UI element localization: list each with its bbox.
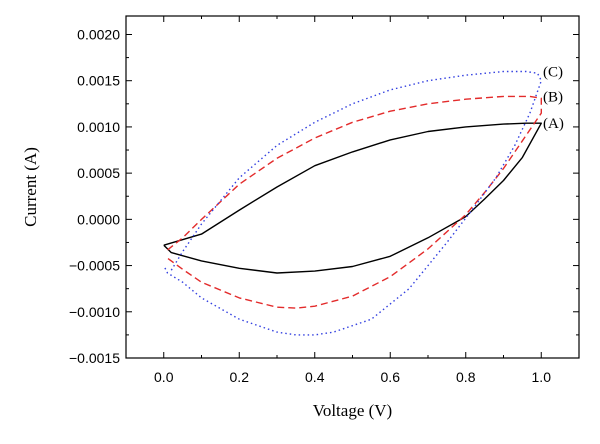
series-line-b xyxy=(167,95,542,309)
x-tick-label: 0.8 xyxy=(456,369,476,385)
y-axis-title: Current (A) xyxy=(21,147,40,227)
y-tick-label: −0.0010 xyxy=(69,304,120,320)
y-tick-label: 0.0015 xyxy=(77,73,120,89)
y-tick-label: 0.0005 xyxy=(77,165,120,181)
plot-frame xyxy=(125,15,580,359)
series-label-b: (B) xyxy=(543,89,563,105)
series-label-c: (C) xyxy=(543,64,563,80)
x-tick-label: 0.2 xyxy=(230,369,250,385)
y-tick-label: 0.0010 xyxy=(77,119,120,135)
series-line-c xyxy=(163,70,542,336)
series-line-a xyxy=(163,122,542,274)
y-tick-label: −0.0015 xyxy=(69,350,120,366)
plot-area: 0.0 0.2 0.4 0.6 0.8 1.0 −0.0015 −0.0010 −0.0005 0… xyxy=(69,15,580,385)
x-tick-label: 0.0 xyxy=(154,369,174,385)
x-tick-label: 0.6 xyxy=(381,369,401,385)
y-tick-label: −0.0005 xyxy=(69,258,120,274)
y-tick-label: 0.0000 xyxy=(77,211,120,227)
x-tick-label: 0.4 xyxy=(305,369,325,385)
x-tick-label: 1.0 xyxy=(532,369,552,385)
y-tick-label: 0.0020 xyxy=(77,26,120,42)
series-label-a: (A) xyxy=(543,116,564,132)
x-axis-title: Voltage (V) xyxy=(313,401,392,420)
